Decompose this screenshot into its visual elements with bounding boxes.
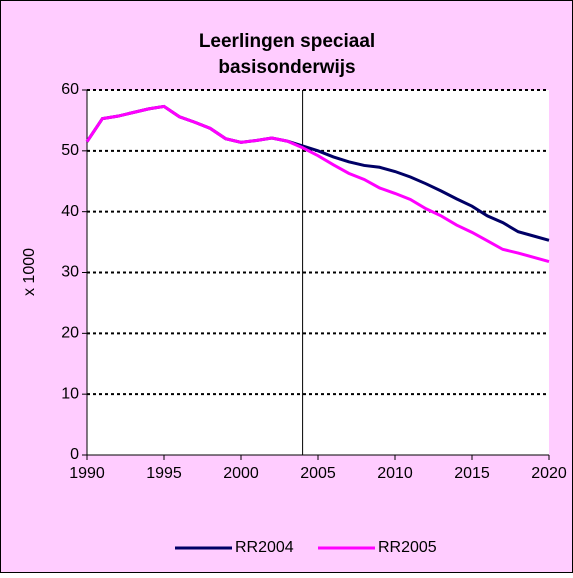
y-tick-label: 0 bbox=[70, 446, 79, 463]
x-tick-label: 1990 bbox=[69, 465, 105, 482]
y-tick-label: 30 bbox=[61, 264, 79, 281]
chart-title: Leerlingen speciaal bbox=[199, 31, 375, 52]
x-tick-label: 2000 bbox=[223, 465, 259, 482]
chart-title: basisonderwijs bbox=[218, 57, 355, 78]
y-tick-label: 40 bbox=[61, 203, 79, 220]
y-tick-label: 60 bbox=[61, 81, 79, 98]
y-tick-label: 10 bbox=[61, 385, 79, 402]
y-axis-label: x 1000 bbox=[21, 248, 38, 296]
y-tick-label: 50 bbox=[61, 142, 79, 159]
y-tick-label: 20 bbox=[61, 325, 79, 342]
x-tick-label: 2005 bbox=[300, 465, 336, 482]
x-tick-label: 2010 bbox=[377, 465, 413, 482]
legend-label: RR2004 bbox=[235, 539, 294, 556]
series-line bbox=[85, 104, 550, 263]
x-tick-label: 1995 bbox=[146, 465, 182, 482]
legend-label: RR2005 bbox=[378, 539, 437, 556]
x-tick-label: 2020 bbox=[531, 465, 567, 482]
x-tick-label: 2015 bbox=[454, 465, 490, 482]
